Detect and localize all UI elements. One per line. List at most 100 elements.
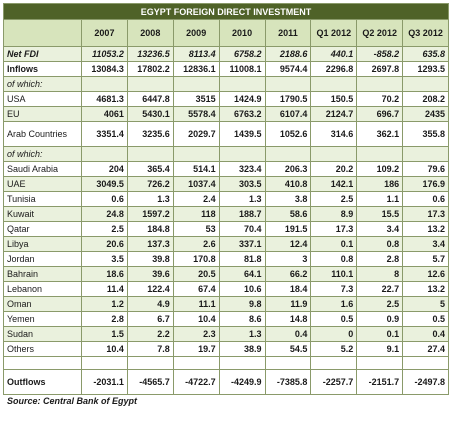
- value-cell: 2435: [402, 106, 449, 122]
- table-row: EU 4061 5430.1 5578.4 6763.2 6107.4 2124.7 696.…: [3, 106, 449, 122]
- table-row: of which:: [3, 146, 449, 162]
- value-cell: 12.4: [264, 236, 312, 252]
- value-cell: 3351.4: [81, 121, 128, 147]
- value-cell: 1.3: [126, 191, 174, 207]
- value-cell: 1439.5: [218, 121, 266, 147]
- value-cell: -2257.7: [310, 369, 358, 395]
- value-cell: 13.2: [402, 281, 449, 297]
- table-row: Outflows -2031.1 -4565.7 -4722.7 -4249.9 -738…: [3, 369, 449, 395]
- value-cell: 7.8: [126, 341, 174, 357]
- value-cell: 0.6: [402, 191, 449, 207]
- value-cell: 4061: [81, 106, 128, 122]
- value-cell: -4722.7: [172, 369, 220, 395]
- table-row: Kuwait 24.8 1597.2 118 188.7 58.6 8.9 15.5 17.3: [3, 206, 449, 222]
- value-cell: 176.9: [402, 176, 449, 192]
- value-cell: 2.8: [356, 251, 404, 267]
- row-label: Saudi Arabia: [3, 161, 82, 177]
- value-cell: 337.1: [218, 236, 266, 252]
- value-cell: 142.1: [310, 176, 358, 192]
- value-cell: -4565.7: [126, 369, 174, 395]
- empty-cell: [356, 356, 404, 370]
- value-cell: 726.2: [126, 176, 174, 192]
- empty-cell: [218, 356, 266, 370]
- value-cell: 2029.7: [172, 121, 220, 147]
- value-cell: 2.5: [356, 296, 404, 312]
- column-header: 2010: [218, 19, 266, 47]
- value-cell: 410.8: [264, 176, 312, 192]
- value-cell: 6107.4: [264, 106, 312, 122]
- value-cell: 109.2: [356, 161, 404, 177]
- value-cell: 7.3: [310, 281, 358, 297]
- source-note: Source: Central Bank of Egypt: [7, 396, 138, 406]
- value-cell: 19.7: [172, 341, 220, 357]
- value-cell: 38.9: [218, 341, 266, 357]
- value-cell: 5: [402, 296, 449, 312]
- header-row: 2007 2008 2009 2010 2011 Q1 2012 Q2 2012 Q3 201…: [3, 19, 449, 47]
- value-cell: 1052.6: [264, 121, 312, 147]
- row-label: of which:: [3, 146, 82, 162]
- value-cell: 0.8: [356, 236, 404, 252]
- spacer-row: [3, 356, 449, 370]
- value-cell: 10.4: [81, 341, 128, 357]
- value-cell: 1.6: [310, 296, 358, 312]
- empty-cell: [81, 356, 128, 370]
- table-row: Sudan 1.5 2.2 2.3 1.3 0.4 0 0.1 0.4: [3, 326, 449, 342]
- value-cell: 2124.7: [310, 106, 358, 122]
- value-cell: 1037.4: [172, 176, 220, 192]
- row-label: Jordan: [3, 251, 82, 267]
- value-cell: 8.9: [310, 206, 358, 222]
- value-cell: 0.4: [264, 326, 312, 342]
- table-row: Tunisia 0.6 1.3 2.4 1.3 3.8 2.5 1.1 0.6: [3, 191, 449, 207]
- row-label: USA: [3, 91, 82, 107]
- value-cell: 39.8: [126, 251, 174, 267]
- empty-cell: [218, 76, 266, 92]
- value-cell: 20.2: [310, 161, 358, 177]
- value-cell: 3049.5: [81, 176, 128, 192]
- empty-cell: [264, 146, 312, 162]
- value-cell: 5.2: [310, 341, 358, 357]
- value-cell: 15.5: [356, 206, 404, 222]
- value-cell: 53: [172, 221, 220, 237]
- value-cell: 170.8: [172, 251, 220, 267]
- value-cell: 8.6: [218, 311, 266, 327]
- empty-cell: [126, 146, 174, 162]
- value-cell: 118: [172, 206, 220, 222]
- empty-cell: [402, 146, 449, 162]
- table-row: USA 4681.3 6447.8 3515 1424.9 1790.5 150.5 70.2…: [3, 91, 449, 107]
- value-cell: 12836.1: [172, 61, 220, 77]
- value-cell: 0.8: [310, 251, 358, 267]
- row-label: Qatar: [3, 221, 82, 237]
- column-header: 2009: [172, 19, 220, 47]
- row-label: Oman: [3, 296, 82, 312]
- empty-cell: [172, 146, 220, 162]
- table-row: Inflows 13084.3 17802.2 12836.1 11008.1 9574.…: [3, 61, 449, 77]
- value-cell: 14.8: [264, 311, 312, 327]
- value-cell: 9.8: [218, 296, 266, 312]
- value-cell: 18.4: [264, 281, 312, 297]
- value-cell: 3.8: [264, 191, 312, 207]
- column-header: 2008: [126, 19, 174, 47]
- row-label: Kuwait: [3, 206, 82, 222]
- value-cell: 362.1: [356, 121, 404, 147]
- value-cell: -7385.8: [264, 369, 312, 395]
- value-cell: 81.8: [218, 251, 266, 267]
- value-cell: -2151.7: [356, 369, 404, 395]
- value-cell: 355.8: [402, 121, 449, 147]
- value-cell: 66.2: [264, 266, 312, 282]
- empty-cell: [218, 146, 266, 162]
- value-cell: 39.6: [126, 266, 174, 282]
- table-row: Others 10.4 7.8 19.7 38.9 54.5 5.2 9.1 27.4: [3, 341, 449, 357]
- value-cell: 10.6: [218, 281, 266, 297]
- empty-cell: [172, 356, 220, 370]
- empty-cell: [264, 76, 312, 92]
- value-cell: 110.1: [310, 266, 358, 282]
- value-cell: 0.1: [310, 236, 358, 252]
- value-cell: 2.6: [172, 236, 220, 252]
- row-label: EU: [3, 106, 82, 122]
- value-cell: 150.5: [310, 91, 358, 107]
- table-row: Yemen 2.8 6.7 10.4 8.6 14.8 0.5 0.9 0.5: [3, 311, 449, 327]
- fdi-table: EGYPT FOREIGN DIRECT INVESTMENT 2007 2008…: [3, 3, 449, 395]
- value-cell: -858.2: [356, 46, 404, 62]
- value-cell: 13.2: [402, 221, 449, 237]
- value-cell: 9574.4: [264, 61, 312, 77]
